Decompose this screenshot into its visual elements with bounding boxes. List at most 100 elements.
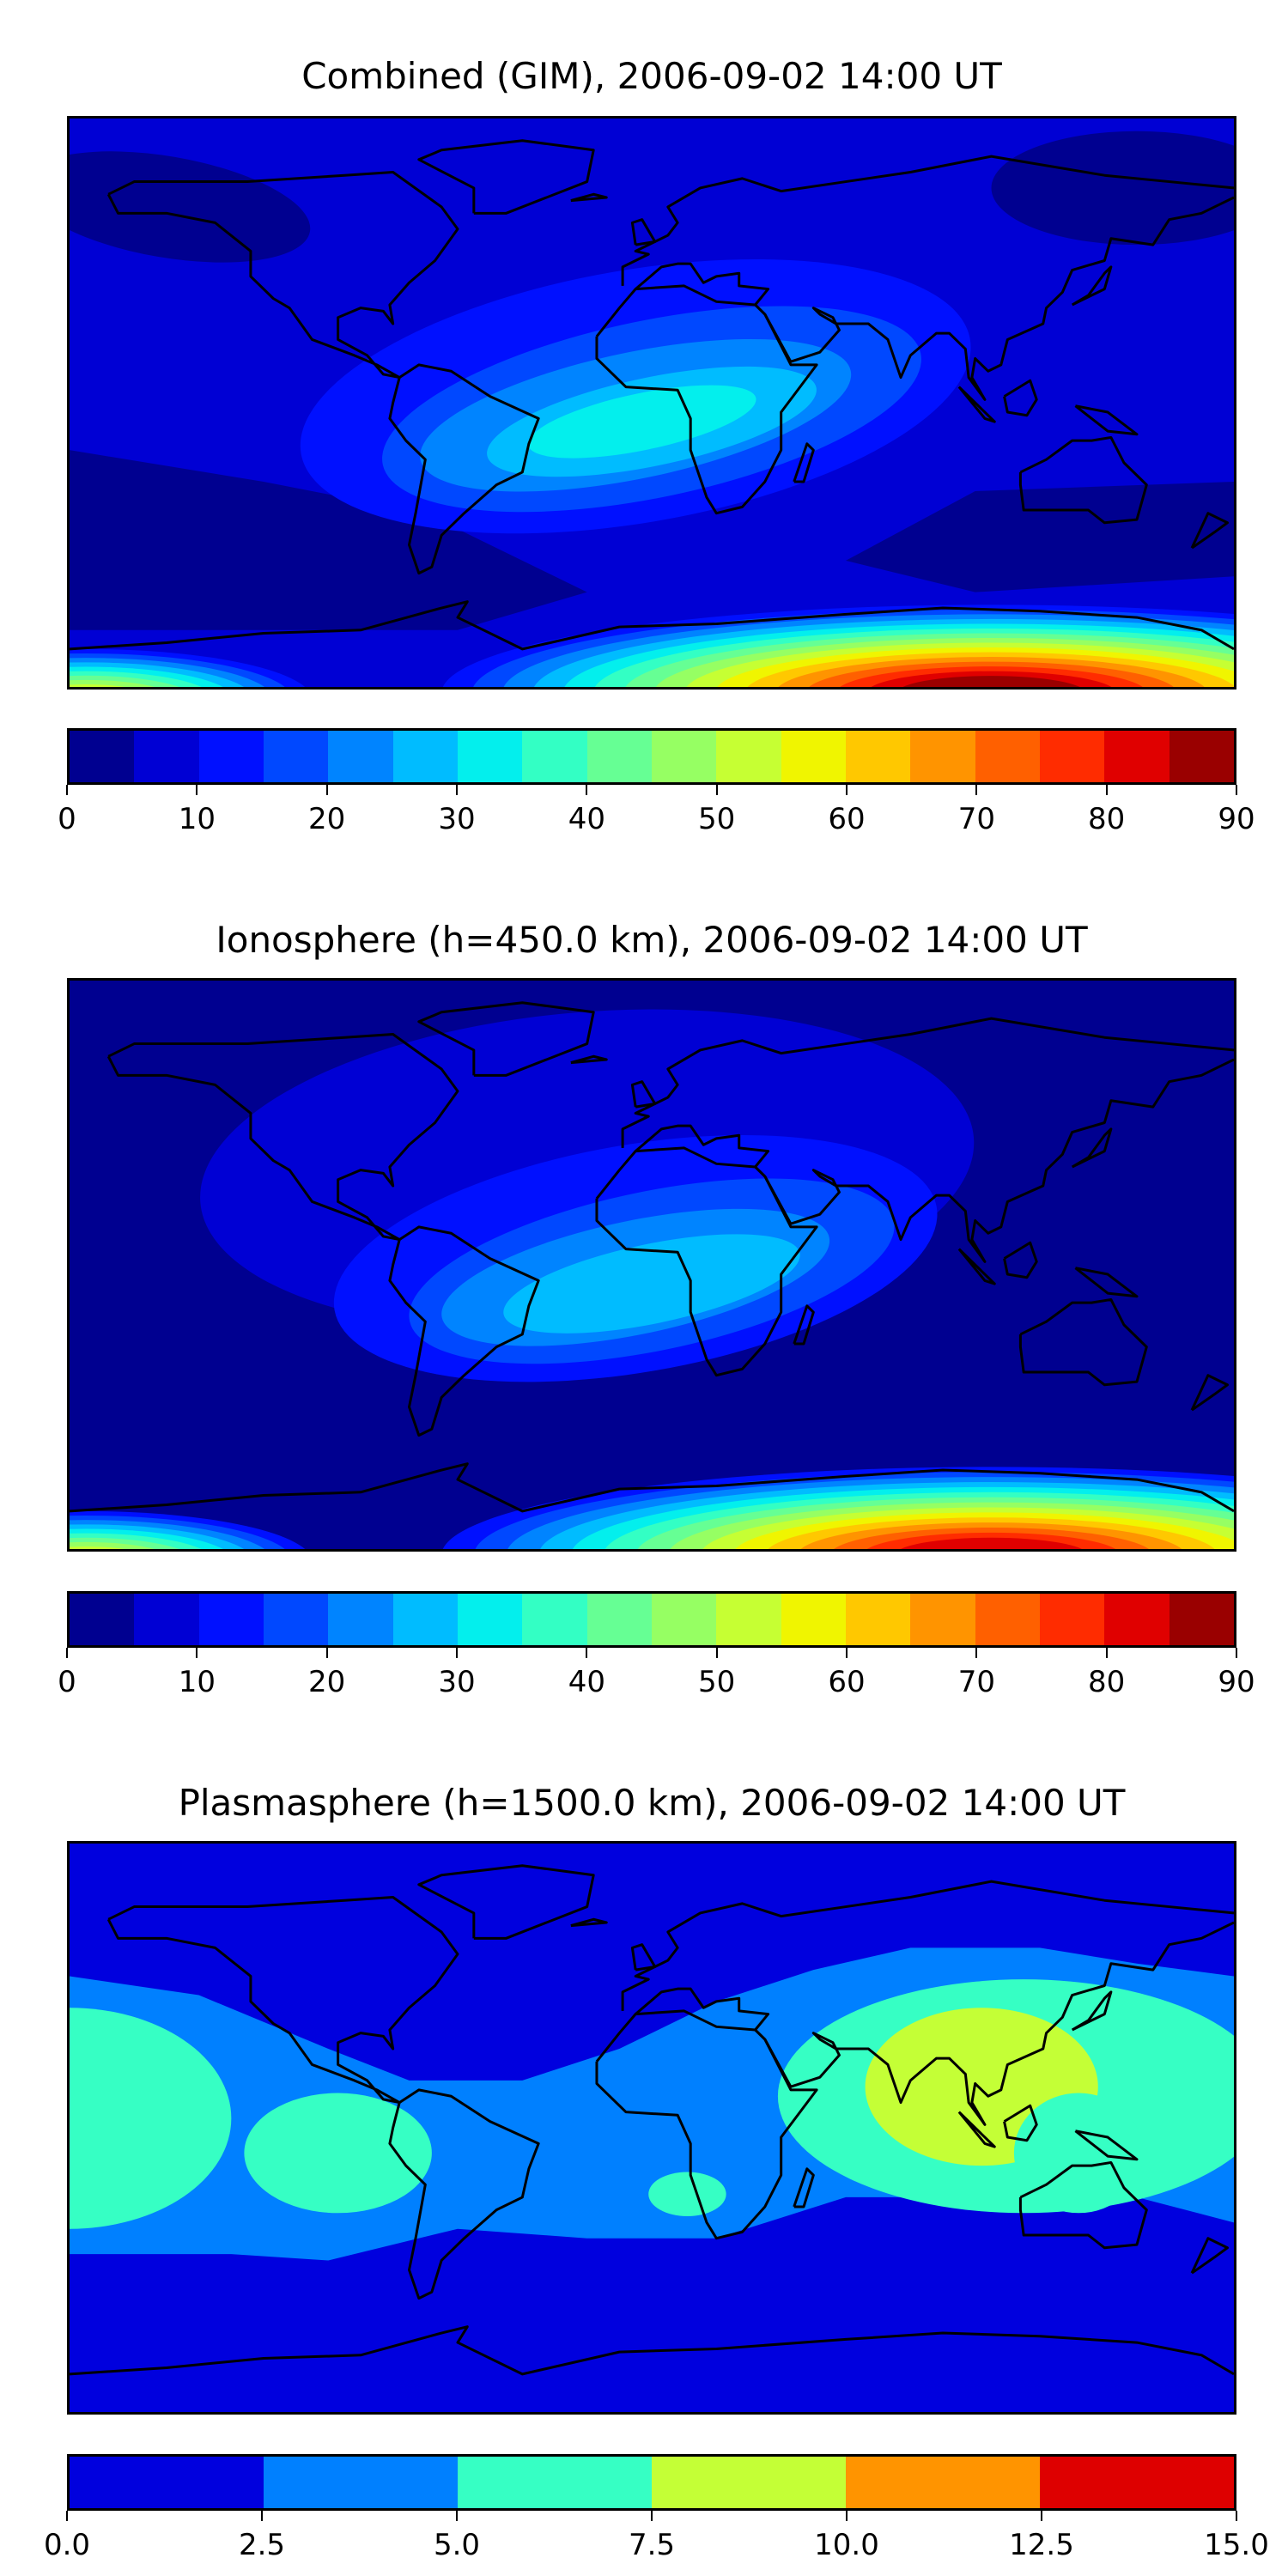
- colorbar-tick-label: 40: [568, 1665, 605, 1699]
- colorbar-segment: [70, 2457, 264, 2508]
- coastline: [419, 141, 593, 214]
- colorbar-segment: [1169, 1594, 1234, 1645]
- coastline: [1005, 2105, 1037, 2140]
- colorbar-tick-label: 15.0: [1204, 2528, 1269, 2562]
- contour-region: [244, 2093, 432, 2214]
- colorbar-segment: [910, 731, 975, 782]
- coastline: [1072, 1992, 1111, 2030]
- colorbar-segment: [716, 1594, 781, 1645]
- panel-1-title: Combined (GIM), 2006-09-02 14:00 UT: [301, 55, 1002, 97]
- coastline: [959, 1249, 994, 1284]
- colorbar-tick: [66, 2511, 68, 2521]
- colorbar-tick: [66, 785, 68, 795]
- panel-3-colorbar-ticks: 0.0 2.5 5.0 7.5 10.0 12.5 15.0: [44, 2511, 1269, 2562]
- colorbar-segment: [134, 731, 199, 782]
- colorbar-segment: [1039, 1594, 1105, 1645]
- colorbar-segment: [716, 731, 781, 782]
- coastline: [959, 387, 994, 422]
- colorbar-segment: [522, 731, 587, 782]
- contour-region: [648, 2172, 726, 2216]
- contour-region: [846, 1321, 1234, 1455]
- coastline: [70, 602, 1234, 649]
- colorbar-tick-label: 40: [568, 802, 605, 836]
- coastline: [70, 1464, 1234, 1511]
- coastline: [1020, 1299, 1146, 1384]
- colorbar-tick: [846, 2511, 848, 2521]
- colorbar-segment: [1104, 1594, 1170, 1645]
- coastline: [632, 1082, 654, 1107]
- colorbar-segment: [392, 731, 458, 782]
- colorbar-tick: [196, 785, 198, 795]
- colorbar-segment: [1039, 731, 1105, 782]
- colorbar-tick: [325, 785, 328, 795]
- colorbar-tick-label: 50: [698, 1665, 736, 1699]
- colorbar-tick: [66, 1648, 68, 1658]
- panel-3-colorbar: [67, 2454, 1236, 2511]
- coastline: [635, 197, 1234, 399]
- colorbar-tick: [456, 1648, 458, 1658]
- panel-1-map-svg: [70, 118, 1234, 687]
- colorbar-tick: [586, 785, 588, 795]
- colorbar-segment: [652, 2457, 846, 2508]
- contour-region: [527, 385, 756, 459]
- colorbar-segment: [781, 1594, 846, 1645]
- colorbar-segment: [70, 731, 135, 782]
- colorbar-tick-label: 10.0: [814, 2528, 879, 2562]
- coastline: [390, 365, 538, 574]
- colorbar-tick-label: 30: [438, 802, 476, 836]
- coastline: [108, 1898, 458, 2103]
- colorbar-tick: [1105, 785, 1108, 795]
- panel-1-colorbar: [67, 728, 1236, 785]
- colorbar-segment: [910, 1594, 975, 1645]
- coastline: [794, 444, 814, 482]
- coastline: [419, 1003, 593, 1076]
- panel-2-colorbar: [67, 1591, 1236, 1648]
- coastline: [390, 2090, 538, 2299]
- colorbar-tick-label: 2.5: [238, 2528, 286, 2562]
- coastline: [571, 1919, 606, 1925]
- coastline: [597, 1148, 817, 1376]
- colorbar-segment: [198, 731, 264, 782]
- coastline: [1075, 2131, 1137, 2160]
- panel-1-map: [67, 116, 1236, 690]
- colorbar-segment: [134, 1594, 199, 1645]
- colorbar-tick: [586, 1648, 588, 1658]
- contour-region: [70, 2008, 232, 2229]
- colorbar-tick-label: 10: [178, 802, 216, 836]
- contour-region: [900, 1537, 1083, 1549]
- colorbar-tick-label: 60: [828, 802, 866, 836]
- colorbar-tick-label: 12.5: [1009, 2528, 1074, 2562]
- colorbar-segment: [328, 1594, 393, 1645]
- colorbar-tick: [975, 1648, 978, 1658]
- colorbar-segment: [522, 1594, 587, 1645]
- colorbar-tick: [325, 1648, 328, 1658]
- contour-region: [503, 1234, 800, 1334]
- colorbar-tick-label: 0: [58, 802, 76, 836]
- coastline: [1072, 1129, 1111, 1167]
- colorbar-tick-label: 10: [178, 1665, 216, 1699]
- coastline: [1075, 406, 1137, 434]
- coastline: [632, 220, 654, 245]
- coastline: [390, 1227, 538, 1436]
- colorbar-segment: [458, 2457, 652, 2508]
- colorbar-segment: [651, 731, 717, 782]
- contour-region: [902, 676, 1080, 687]
- colorbar-segment: [651, 1594, 717, 1645]
- coastline: [632, 1945, 654, 1970]
- coastline: [70, 2327, 1234, 2374]
- coastline: [108, 1035, 458, 1240]
- coastline: [794, 1306, 814, 1344]
- colorbar-tick: [456, 2511, 458, 2521]
- colorbar-segment: [264, 2457, 458, 2508]
- colorbar-tick-label: 70: [957, 1665, 995, 1699]
- coastline: [794, 2169, 814, 2207]
- colorbar-tick-label: 80: [1088, 802, 1126, 836]
- panel-2-colorbar-ticks: 0 10 20 30 40 50 60 70 80 90: [58, 1648, 1255, 1699]
- colorbar-tick-label: 0: [58, 1665, 76, 1699]
- coastline: [571, 194, 606, 200]
- coastline: [623, 156, 1234, 286]
- colorbar-segment: [1104, 731, 1170, 782]
- panel-2-map: [67, 978, 1236, 1552]
- coastline: [1020, 437, 1146, 522]
- colorbar-tick: [1236, 785, 1237, 795]
